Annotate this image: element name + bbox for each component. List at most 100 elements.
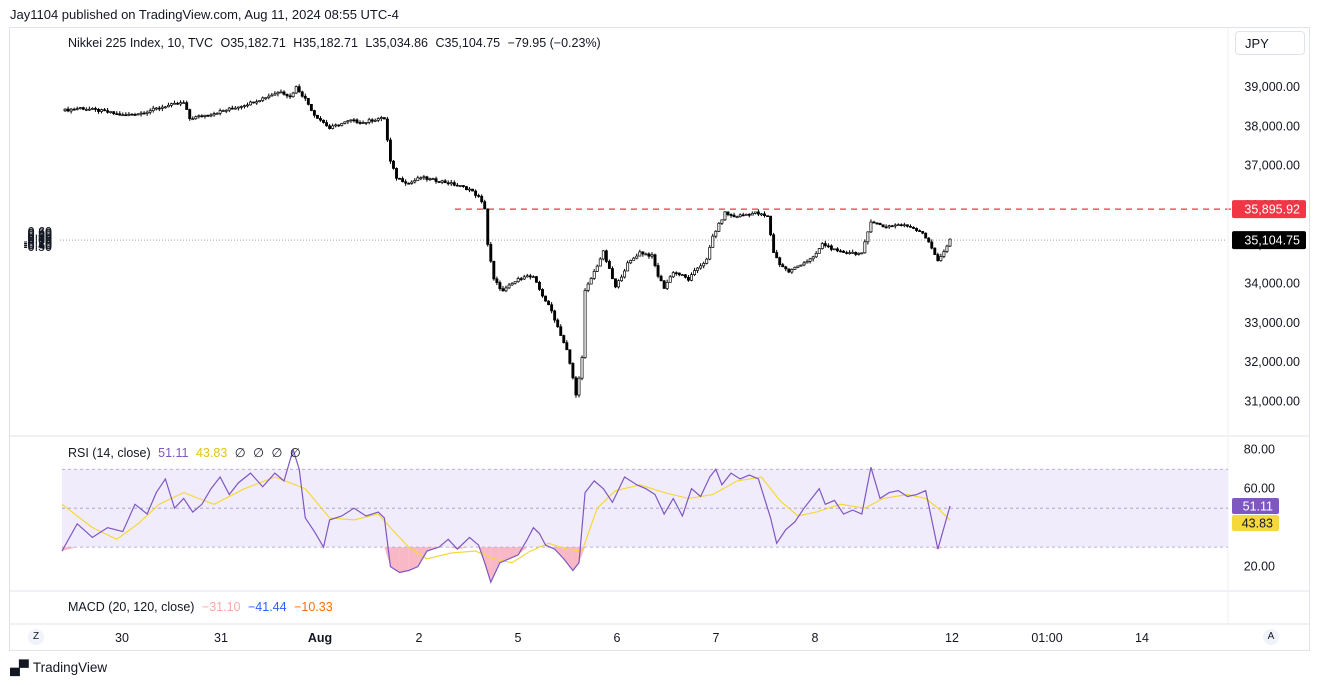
candle-up	[212, 113, 216, 116]
percent-tick-label: 0.10	[28, 232, 52, 246]
resistance-price-label: 35,895.92	[1244, 203, 1300, 217]
candle-down	[656, 265, 660, 277]
candle-up	[760, 213, 763, 216]
candle-up	[586, 283, 590, 291]
candle-down	[559, 326, 563, 336]
symbol-label: Nikkei 225 Index, 10, TVC	[68, 36, 213, 50]
candle-down	[787, 268, 791, 273]
percent-tick-label: 0.20	[28, 230, 52, 244]
candle-up	[857, 252, 861, 255]
candle-up	[87, 108, 91, 111]
candle-up	[735, 216, 739, 219]
candle-up	[334, 124, 338, 127]
candle-down	[206, 114, 210, 117]
percent-tick-label: -0.40	[24, 239, 53, 253]
candle-up	[945, 245, 949, 252]
candle-up	[121, 114, 125, 117]
candle-up	[218, 110, 222, 114]
candle-down	[328, 125, 332, 129]
candle-down	[492, 260, 496, 280]
candle-up	[632, 257, 636, 261]
candle-down	[641, 251, 645, 255]
rsi-tick-label: 20.00	[1244, 560, 1275, 574]
candle-down	[452, 182, 456, 186]
candle-down	[325, 122, 329, 127]
candle-down	[562, 335, 566, 343]
rsi-oversold-fill	[62, 547, 78, 552]
candle-up	[860, 252, 864, 255]
candle-up	[340, 123, 344, 126]
candle-down	[878, 222, 882, 226]
candle-up	[160, 106, 164, 109]
candle-down	[176, 102, 180, 105]
candle-up	[194, 116, 198, 120]
candle-up	[717, 222, 721, 232]
candle-up	[136, 113, 140, 116]
candle-down	[115, 113, 119, 115]
candle-up	[343, 121, 347, 124]
candle-up	[273, 93, 277, 96]
candle-down	[534, 276, 538, 283]
candle-up	[264, 97, 268, 100]
candle-up	[671, 272, 675, 278]
time-axis-label: 2	[416, 631, 423, 645]
candle-down	[483, 201, 487, 210]
candle-up	[179, 102, 183, 105]
macd-legend-name: MACD (20, 120, close)	[68, 600, 195, 614]
candle-down	[97, 108, 100, 112]
change-value: −79.95 (−0.23%)	[507, 36, 601, 50]
candle-up	[796, 265, 800, 268]
candle-up	[233, 107, 237, 110]
candle-down	[778, 257, 782, 266]
candle-down	[918, 230, 922, 232]
candle-down	[471, 188, 474, 192]
candle-down	[188, 109, 192, 120]
candle-up	[209, 114, 213, 117]
candle-down	[133, 114, 137, 116]
candle-down	[909, 225, 912, 228]
candle-down	[550, 304, 554, 312]
candle-up	[507, 284, 511, 289]
candle-up	[173, 102, 176, 105]
candle-down	[434, 178, 438, 182]
candle-up	[367, 119, 371, 123]
time-axis[interactable]: 30 31 Aug 2 5 6 7 8 12 01:00 14	[115, 631, 1149, 645]
candle-down	[455, 184, 459, 187]
candle-down	[538, 281, 541, 290]
candle-up	[644, 253, 648, 256]
candle-up	[63, 108, 67, 112]
candle-up	[127, 113, 131, 116]
price-tick-label: 32,000.00	[1244, 355, 1300, 369]
candle-down	[659, 275, 663, 282]
candle-down	[81, 107, 85, 110]
candle-down	[461, 185, 465, 187]
rsi-oversold-fill	[457, 547, 470, 550]
zoom-out-button[interactable]: Z	[28, 629, 44, 645]
candle-up	[90, 108, 94, 110]
candle-down	[647, 253, 651, 257]
candle-down	[915, 228, 918, 231]
candle-down	[498, 282, 502, 289]
candle-down	[607, 261, 611, 269]
candle-up	[753, 211, 757, 214]
currency-button[interactable]: JPY	[1235, 31, 1305, 55]
resistance-price-badge	[1232, 200, 1306, 219]
candle-up	[170, 103, 173, 106]
candle-down	[94, 108, 97, 110]
candle-down	[306, 97, 310, 105]
percent-tick-label: 0.50	[28, 226, 52, 240]
auto-scale-button[interactable]: A	[1263, 629, 1279, 645]
candle-down	[927, 237, 931, 243]
candle-up	[805, 261, 809, 264]
price-tick-label: 34,000.00	[1244, 277, 1300, 291]
rsi-value-badge	[1232, 498, 1279, 515]
candle-up	[416, 177, 420, 181]
macd-signal-value: −10.33	[294, 600, 333, 614]
price-tick-label: 39,000.00	[1244, 80, 1300, 94]
candle-down	[501, 288, 505, 292]
candle-down	[769, 215, 773, 236]
candle-up	[100, 109, 103, 112]
rsi-extra-value: ∅	[253, 446, 265, 460]
candle-down	[842, 250, 846, 253]
